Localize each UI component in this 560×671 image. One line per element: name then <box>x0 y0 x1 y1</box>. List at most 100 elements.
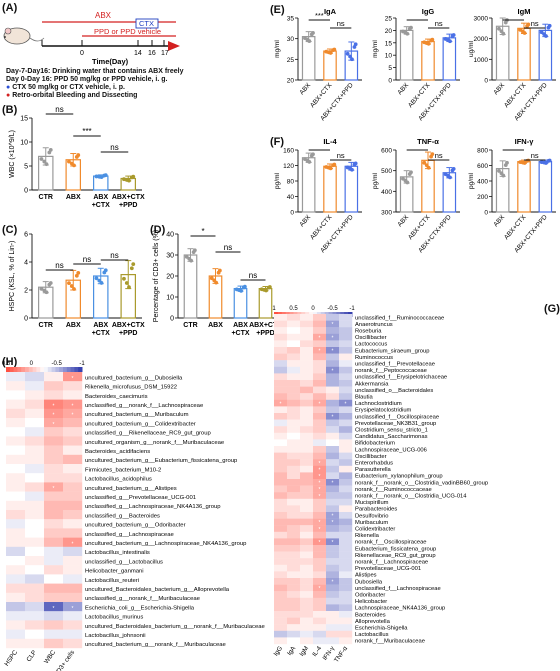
data-point <box>332 47 337 52</box>
scale-tick-label: 0.5 <box>2 361 11 367</box>
significance-label: * <box>201 227 204 236</box>
heatmap-cell <box>287 314 301 321</box>
cell-significance: * <box>319 467 321 473</box>
column-label: IgA <box>286 644 298 656</box>
heatmap-cell <box>326 624 340 631</box>
heatmap-cell <box>300 452 314 460</box>
heatmap-cell <box>313 591 327 598</box>
significance-label: ns <box>337 151 345 160</box>
heatmap-cell <box>287 373 301 381</box>
y-tick-label: 120 <box>283 163 294 170</box>
heatmap-cell <box>274 492 288 499</box>
ctx-label: CTX <box>139 19 154 28</box>
heatmap-cell <box>287 538 301 546</box>
data-point <box>422 160 427 165</box>
heatmap-cell <box>313 512 327 519</box>
data-point <box>448 39 452 44</box>
y-tick-label: 0 <box>388 78 392 85</box>
row-label: Mucispirillum <box>355 500 389 506</box>
heatmap-cell <box>339 485 353 493</box>
row-label: Lachnospiraceae_NK4A136_group <box>355 606 445 612</box>
data-point <box>74 273 79 278</box>
heatmap-cell <box>339 446 353 453</box>
heatmap-cell <box>313 571 327 579</box>
x-tick-label: ABX <box>208 322 223 329</box>
heatmap-cell <box>63 537 83 547</box>
chart-e-igm: IgM0100020003000ug/mlABXABX+CTXABX+CTX+P… <box>468 7 556 122</box>
cell-significance: * <box>72 376 74 382</box>
heatmap-cell <box>300 432 314 440</box>
x-tick-label: ABX <box>396 213 410 228</box>
data-point <box>328 51 333 55</box>
ctx-box <box>135 18 159 29</box>
bar <box>323 50 337 81</box>
significance-label: ns <box>531 151 539 160</box>
heatmap-cell <box>274 327 288 334</box>
data-point <box>76 270 81 275</box>
x-tick-label: +PPD <box>256 330 274 337</box>
heatmap-cell <box>326 611 340 618</box>
heatmap-cell <box>339 327 353 334</box>
heatmap-cell <box>6 602 26 612</box>
data-point <box>239 288 244 293</box>
cell-significance: * <box>332 368 334 374</box>
heatmap-cell <box>326 452 340 460</box>
y-axis-label: pg/ml <box>274 173 281 189</box>
heatmap-cell <box>339 353 353 361</box>
chart-title: IFN-γ <box>515 137 535 146</box>
heatmap-cell <box>274 320 288 328</box>
heatmap-cell <box>274 439 288 447</box>
heatmap-cell <box>287 492 301 499</box>
heatmap-cell <box>274 353 288 361</box>
heatmap-cell <box>313 399 327 407</box>
row-label: Alistipes <box>355 573 377 579</box>
y-tick-label: 30 <box>166 253 174 260</box>
heatmap-cell <box>300 505 314 513</box>
heatmap-cell <box>274 380 288 387</box>
heatmap-cell <box>313 419 327 427</box>
heatmap-cell <box>6 638 26 649</box>
heatmap-cell <box>313 347 327 354</box>
data-point <box>522 31 527 35</box>
heatmap-cell <box>326 340 340 348</box>
data-point <box>39 157 44 161</box>
heatmap-cell <box>339 320 353 328</box>
heatmap-cell <box>300 578 314 585</box>
bar <box>517 27 531 81</box>
heatmap-cell <box>274 617 288 625</box>
bar <box>421 40 435 81</box>
significance-label: ns <box>55 261 63 270</box>
heatmap-cell <box>287 518 301 526</box>
heatmap-cell <box>63 611 83 621</box>
heatmap-cell <box>313 472 327 480</box>
heatmap-cell <box>63 583 83 593</box>
heatmap-cell <box>326 380 340 387</box>
y-tick-label: 35 <box>287 16 295 23</box>
row-label: norank_f__Peptococcaceae <box>355 368 427 374</box>
data-point <box>48 281 53 285</box>
y-tick-label: 500 <box>381 168 392 175</box>
heatmap-cell <box>6 399 26 409</box>
row-label: Eubacterium_fissicatena_group <box>355 546 436 552</box>
heatmap-cell <box>6 408 26 419</box>
heatmap-cell <box>326 505 340 513</box>
heatmap-cell <box>25 565 45 575</box>
heatmap-cell <box>6 556 26 566</box>
row-label: Lactobacillus <box>355 632 389 638</box>
heatmap-cell <box>339 439 353 447</box>
heatmap-cell <box>6 454 26 465</box>
cell-significance: * <box>319 401 321 407</box>
heatmap-cell <box>44 482 64 492</box>
y-tick-label: 10 <box>166 295 174 302</box>
heatmap-cell <box>63 519 83 529</box>
heatmap-cell <box>44 427 64 437</box>
scale-tick-label: 1 <box>272 306 276 312</box>
heatmap-cell <box>326 492 340 499</box>
column-label: TNF-α <box>333 645 349 664</box>
significance-label: *** <box>82 127 91 136</box>
heatmap-cell <box>313 564 327 572</box>
data-point <box>69 284 74 288</box>
heatmap-cell <box>287 333 301 341</box>
row-label: Bacteroides <box>355 612 386 618</box>
